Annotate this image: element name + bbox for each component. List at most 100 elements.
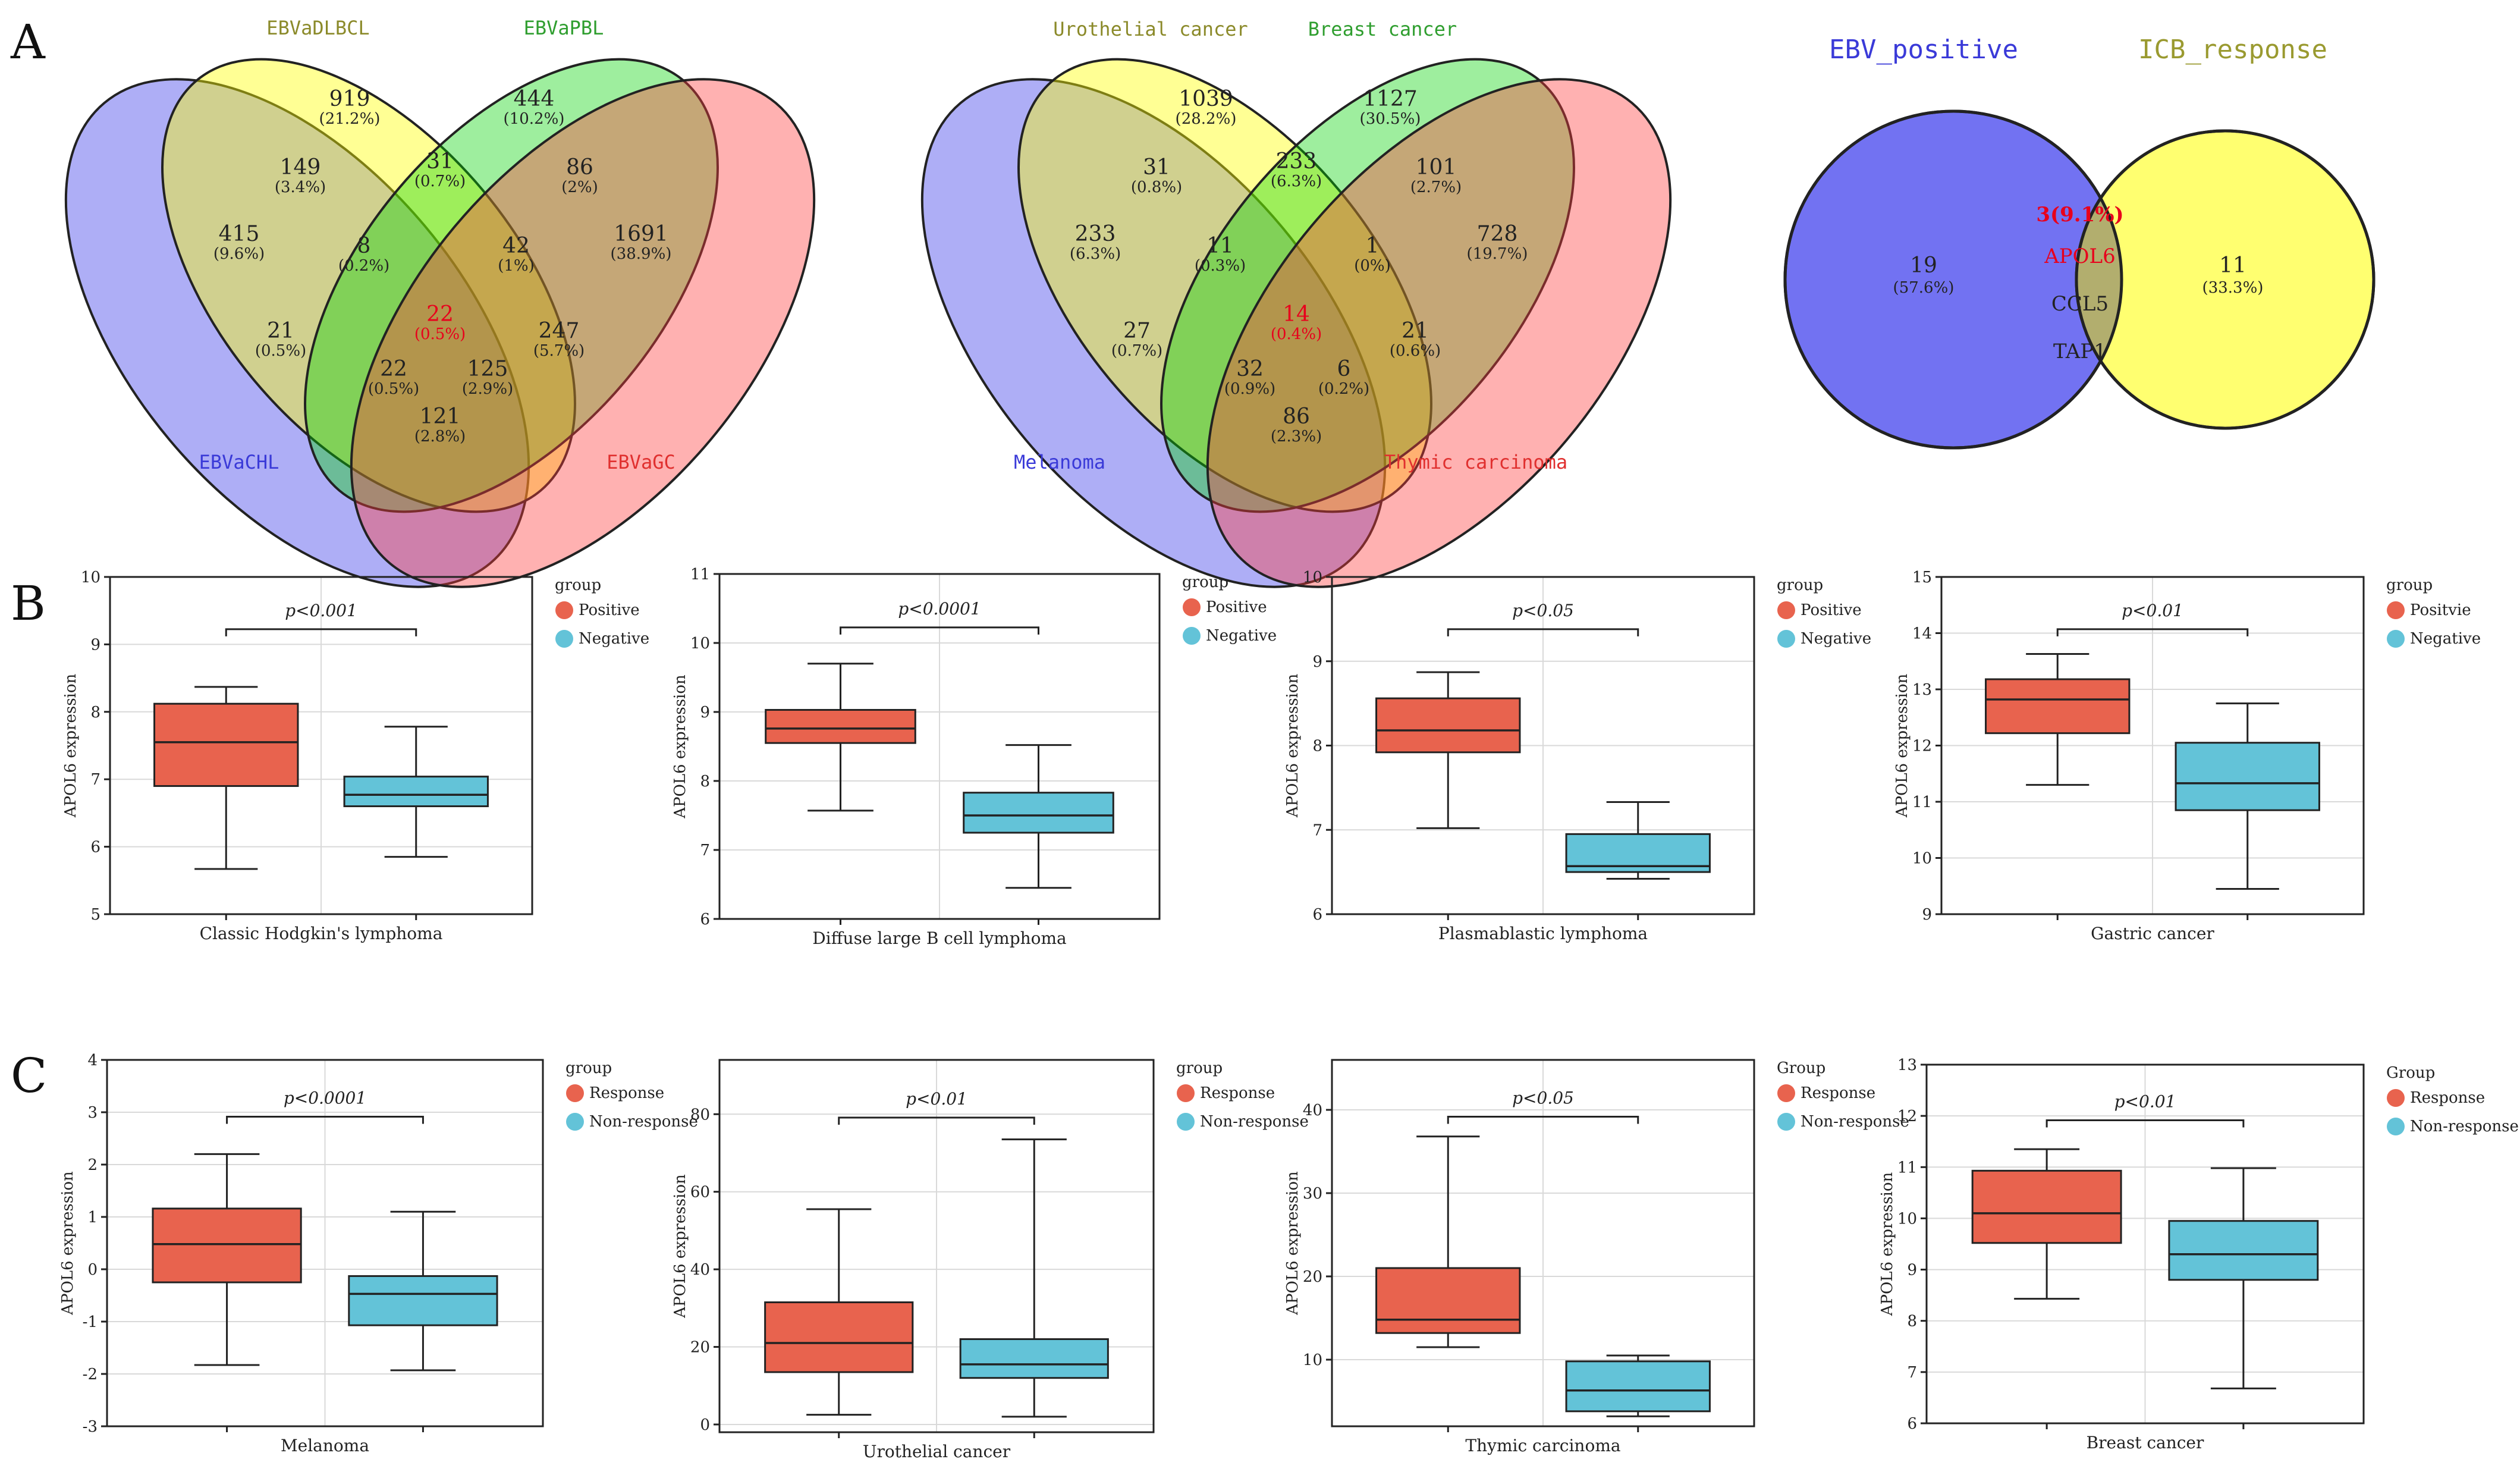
venn-ebva-cell-count: 415 (219, 222, 260, 246)
box-response (1375, 1135, 1521, 1348)
boxplot-classic-hodgkin-s-lymphoma: 5 6 7 8 9 10 p<0.001 Classic Hodgkin's lymphoma… (62, 569, 649, 943)
box-negative (2175, 702, 2320, 890)
boxplot-diffuse-large-b-cell-lymphoma: 6 7 8 9 10 11 p<0.0001 Diffuse large B cell lym… (671, 566, 1277, 948)
box-iqr (959, 1338, 1109, 1379)
y-tick-label: 8 (90, 704, 100, 721)
box-iqr (1375, 697, 1521, 754)
venn-set-dlbcl (161, 58, 576, 513)
y-tick-label: 7 (90, 771, 100, 789)
venn-ebva-cell-pct: (38.9%) (611, 245, 672, 263)
y-tick-label: 10 (690, 635, 710, 652)
venn-icb-cell-pct: (0.6%) (1390, 342, 1441, 360)
box-non-response (959, 1138, 1109, 1418)
legend-item-label: Negative (579, 630, 649, 648)
legend-swatch (2387, 1118, 2405, 1135)
y-tick-label: 6 (1312, 906, 1322, 924)
venn-label-dlbcl: EBVaDLBCL (266, 17, 369, 39)
box-negative (343, 726, 489, 858)
box-non-response (348, 1210, 498, 1372)
venn-ebva-cell-count: 1691 (614, 222, 668, 246)
significance-bracket (2056, 628, 2249, 636)
p-value: p<0.05 (1512, 1088, 1574, 1107)
venn-ebva-cell-count: 919 (329, 87, 370, 111)
boxplot-gastric-cancer: 9 10 11 12 13 14 15 p<0.01 Gastric cancer APOL6 e… (1893, 569, 2481, 943)
legend-item-label: Positvie (2410, 601, 2471, 619)
box-iqr (764, 1301, 914, 1373)
venn-ebva-cell-count: 22 (380, 357, 407, 381)
legend-title: group (565, 1059, 612, 1077)
y-tick-label: 9 (90, 636, 100, 654)
venn-ebva-cell-count: 149 (280, 155, 321, 180)
y-tick-label: 8 (1312, 738, 1322, 755)
y-axis-label: APOL6 expression (1893, 673, 1911, 818)
y-tick-label: 80 (690, 1106, 710, 1124)
y-tick-label: 40 (690, 1261, 710, 1279)
y-tick-label: 7 (700, 842, 710, 859)
legend-swatch (2387, 630, 2405, 648)
legend-item-label: Non-response (2410, 1118, 2519, 1135)
venn-icb-cell-count: 31 (1143, 155, 1170, 180)
y-tick-label: 10 (1912, 850, 1932, 868)
y-tick-label: 9 (700, 704, 710, 721)
venn-ebva-cell-pct: (1%) (498, 257, 535, 275)
y-tick-label: 10 (1303, 1351, 1322, 1369)
legend-swatch (566, 1084, 584, 1102)
box-iqr (348, 1275, 498, 1326)
venn-icb-cell-pct: (0.4%) (1271, 325, 1322, 343)
venn-icb-cell-pct: (0.2%) (1318, 380, 1369, 398)
plot-frame (106, 1059, 544, 1427)
y-tick-label: 11 (1912, 793, 1932, 811)
venn-icb-cell-count: 233 (1276, 149, 1317, 174)
legend-swatch (1777, 630, 1795, 648)
x-axis-label: Thymic carcinoma (1465, 1436, 1620, 1455)
y-tick-label: 6 (1907, 1415, 1917, 1433)
venn-icb-diagram: Urothelial cancer Breast cancer Melanoma… (920, 18, 1672, 588)
venn-ebva-diagram: EBVaDLBCL EBVaPBL EBVaCHL EBVaGC 919(21.… (64, 17, 816, 588)
y-tick-label: 9 (1922, 906, 1932, 924)
venn-icb-cell-count: 32 (1236, 357, 1264, 381)
venn-ebva-cell-count: 86 (566, 155, 593, 180)
venn-ebva-cell-count: 8 (357, 234, 371, 258)
plot-frame (718, 1059, 1155, 1433)
y-tick-label: 13 (1897, 1056, 1917, 1074)
legend-swatch (566, 1113, 584, 1131)
box-positvie (1985, 652, 2131, 786)
venn-icb-cell-pct: (0.8%) (1131, 178, 1182, 196)
legend-swatch (1183, 627, 1201, 645)
legend-item-label: Response (1801, 1084, 1875, 1102)
y-tick-label: 6 (90, 839, 100, 856)
box-non-response (2168, 1167, 2319, 1389)
legend-item-label: Response (1200, 1084, 1275, 1102)
significance-bracket (2045, 1119, 2245, 1128)
box-iqr (1565, 1360, 1711, 1413)
venn-label-icb-response: ICB_response (2138, 34, 2327, 65)
venn-label-gc: EBVaGC (607, 451, 675, 473)
venn-label-urothelial: Urothelial cancer (1053, 18, 1248, 40)
venn-ebva-cell-count: 21 (267, 319, 294, 343)
legend-item-label: Negative (2410, 630, 2481, 648)
y-tick-label: 5 (90, 906, 100, 924)
box-iqr (2168, 1220, 2319, 1281)
y-axis-label: APOL6 expression (671, 674, 689, 819)
panel-letter-b: B (11, 576, 46, 631)
legend-item-label: Non-response (589, 1113, 698, 1131)
venn-overlap-gene-ccl5: CCL5 (2051, 292, 2109, 316)
box-negative (963, 744, 1114, 889)
y-tick-label: 14 (1912, 625, 1932, 643)
venn-icb-cell-count: 6 (1337, 357, 1351, 381)
venn-icb-cell-count: 233 (1075, 222, 1116, 246)
legend-title: Group (2386, 1064, 2435, 1082)
venn-ebva-cell-pct: (2%) (561, 178, 598, 196)
p-value: p<0.01 (906, 1089, 967, 1109)
y-tick-label: 10 (81, 569, 100, 586)
legend-title: Group (1777, 1059, 1825, 1077)
y-tick-label: 8 (1907, 1313, 1917, 1331)
venn-icb-cell-pct: (6.3%) (1271, 172, 1322, 190)
venn-icb-cell-count: 1 (1366, 234, 1380, 258)
boxplot-thymic-carcinoma: 10 20 30 40 p<0.05 Thymic carcinoma APOL6 expr… (1284, 1059, 1909, 1455)
y-tick-label: 6 (700, 911, 710, 928)
venn-ebva-cell-pct: (10.2%) (504, 110, 565, 128)
box-non-response (1565, 1354, 1711, 1417)
legend-item-label: Response (589, 1084, 664, 1102)
